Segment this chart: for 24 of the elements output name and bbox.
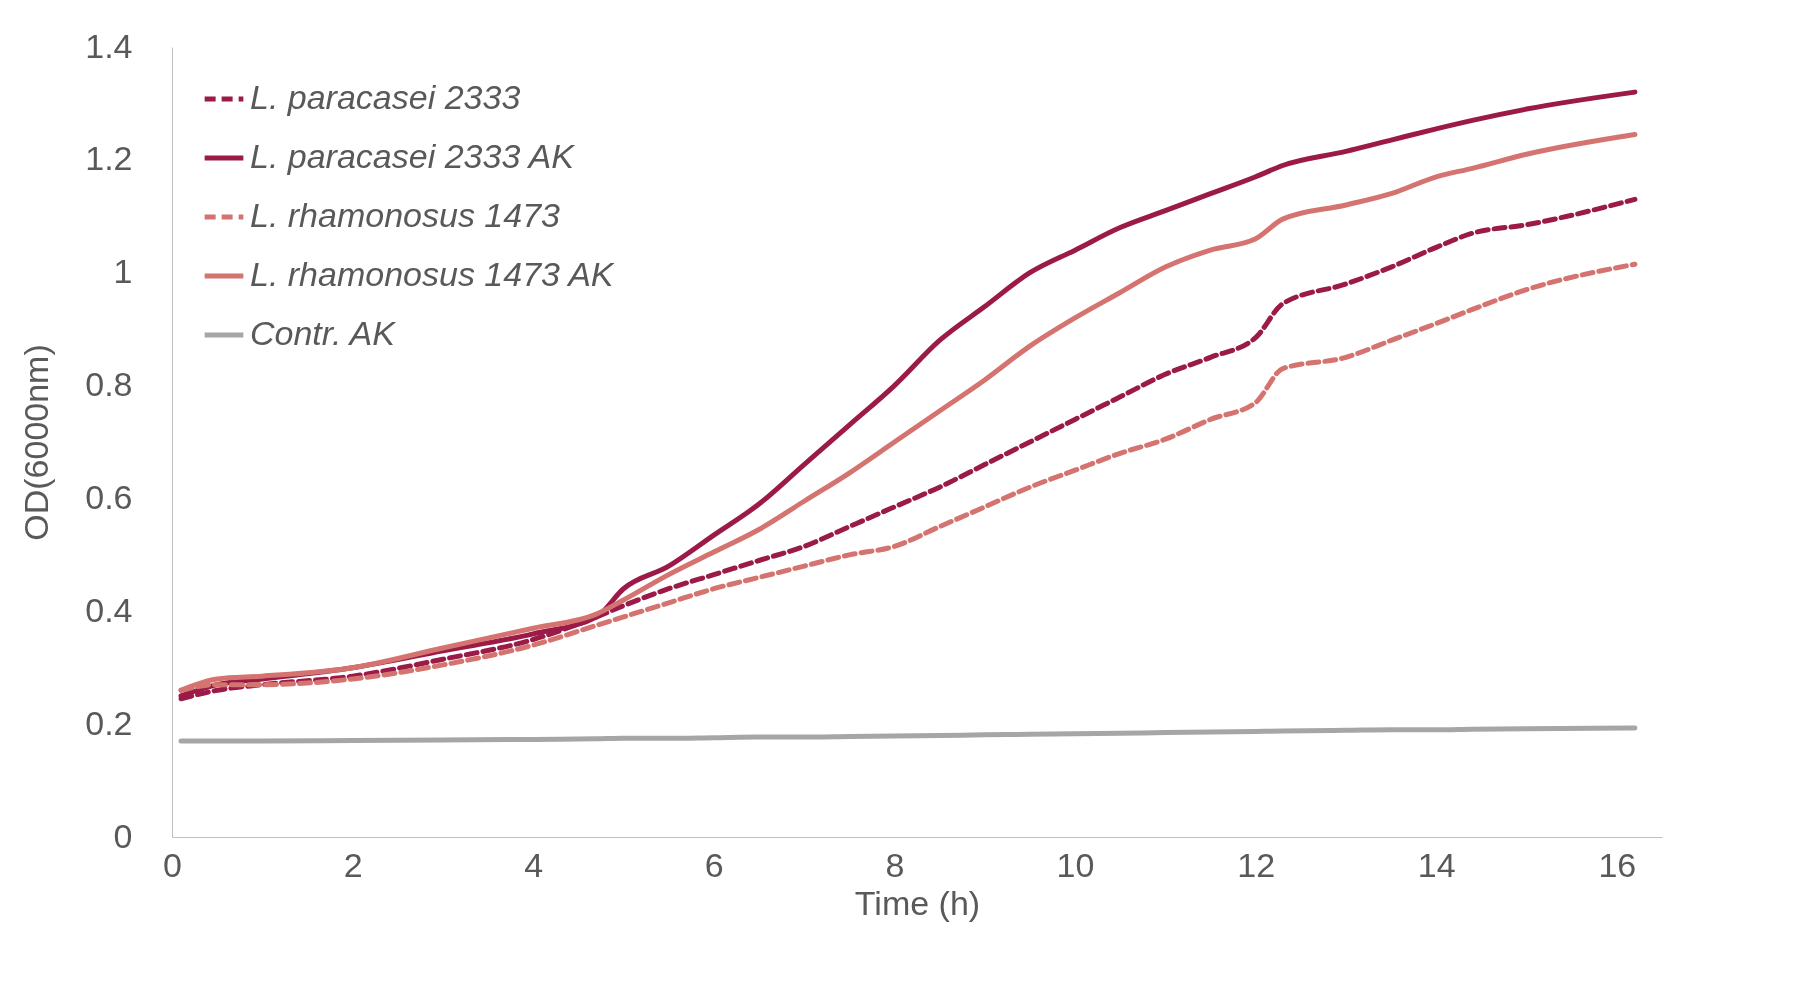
y-tick-label: 0.4 — [85, 590, 133, 629]
y-tick-label: 0.8 — [85, 365, 133, 404]
legend-label: L. rhamonosus 1473 — [250, 196, 561, 234]
y-tick-label: 0 — [113, 816, 133, 855]
y-tick-label: 0.2 — [85, 703, 133, 742]
x-tick-label: 12 — [1237, 845, 1276, 884]
x-tick-label: 2 — [343, 845, 363, 884]
y-tick-label: 1.2 — [85, 139, 133, 178]
x-axis-title: Time (h) — [854, 883, 981, 922]
legend-label: L. paracasei 2333 AK — [250, 137, 576, 175]
legend-label: L. rhamonosus 1473 AK — [250, 255, 615, 293]
x-tick-label: 14 — [1417, 845, 1456, 884]
x-tick-label: 16 — [1598, 845, 1637, 884]
x-tick-label: 8 — [885, 845, 905, 884]
y-axis-title: OD(6000nm) — [17, 344, 56, 541]
legend-label: L. paracasei 2333 — [250, 78, 521, 116]
x-tick-label: 6 — [704, 845, 724, 884]
x-tick-label: 4 — [524, 845, 544, 884]
x-tick-label: 0 — [163, 845, 182, 884]
x-tick-label: 10 — [1056, 845, 1095, 884]
y-tick-label: 0.6 — [85, 477, 133, 516]
legend-label: Contr. AK — [250, 314, 397, 352]
y-tick-label: 1.4 — [85, 26, 133, 65]
y-tick-label: 1 — [113, 252, 133, 291]
